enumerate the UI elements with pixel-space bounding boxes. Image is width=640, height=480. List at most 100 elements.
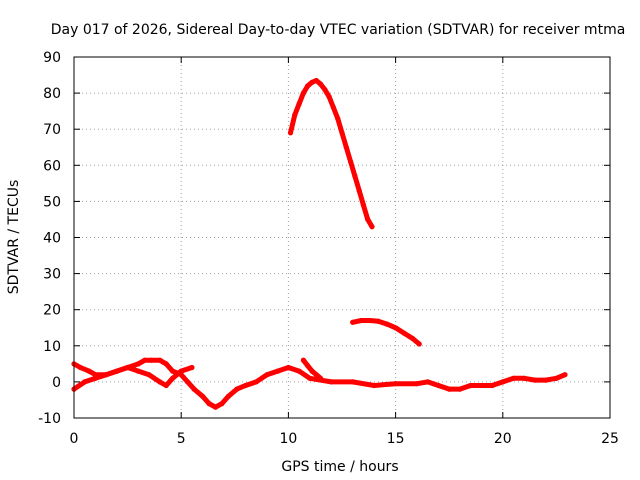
data-point (292, 112, 298, 118)
data-point (206, 401, 212, 407)
y-tick-label: 20 (43, 303, 61, 319)
data-point (543, 377, 549, 383)
data-point (489, 382, 495, 389)
y-tick-label: 50 (43, 194, 61, 210)
x-axis-label: GPS time / hours (281, 459, 398, 475)
data-point (553, 375, 560, 381)
data-point (446, 386, 452, 392)
data-point (375, 318, 381, 324)
data-point (330, 104, 336, 111)
data-point (414, 381, 420, 387)
data-point (77, 364, 83, 371)
data-point (163, 361, 169, 367)
data-point (170, 375, 176, 381)
data-point (478, 382, 484, 389)
data-point (352, 173, 358, 179)
data-point (318, 375, 324, 381)
data-point (365, 216, 371, 222)
data-point (157, 357, 163, 363)
y-tick-label: 90 (43, 50, 61, 66)
data-point (264, 372, 270, 378)
data-point (350, 319, 356, 325)
data-point (125, 364, 131, 371)
data-point (369, 224, 375, 230)
y-axis-label: SDTVAR / TECUs (6, 180, 22, 295)
data-point (348, 159, 354, 165)
data-point (200, 393, 206, 399)
data-point (135, 368, 141, 374)
grid-layer (74, 57, 610, 418)
data-point (285, 364, 291, 371)
data-point (343, 144, 349, 150)
data-point (307, 375, 313, 381)
y-tick-label: 80 (43, 86, 61, 102)
data-point (371, 382, 377, 389)
data-point (82, 379, 88, 385)
y-tick-label: 40 (43, 231, 61, 247)
chart-title: Day 017 of 2026, Sidereal Day-to-day VTE… (51, 22, 626, 38)
data-point (328, 379, 334, 385)
data-point (170, 368, 176, 374)
data-point (384, 321, 390, 327)
data-point (191, 386, 197, 392)
y-tick-label: 0 (52, 375, 61, 391)
data-point (416, 341, 422, 347)
data-point (135, 361, 141, 367)
data-point (401, 330, 407, 336)
data-point (393, 381, 399, 387)
data-point (219, 401, 225, 407)
data-point (367, 317, 373, 324)
y-tick-label: 30 (43, 267, 61, 283)
data-point (163, 382, 169, 389)
data-point (393, 325, 399, 331)
data-point (410, 336, 416, 342)
x-tick-label: 10 (279, 431, 297, 447)
data-point (253, 379, 259, 385)
data-point (356, 188, 362, 194)
data-point (300, 90, 306, 96)
data-point (185, 379, 191, 385)
data-point (305, 83, 311, 89)
data-point (305, 363, 311, 369)
data-point (178, 368, 184, 374)
data-point (360, 202, 366, 208)
data-point (322, 86, 328, 93)
data-point (225, 393, 231, 399)
data-point (142, 357, 148, 363)
data-point (358, 317, 364, 324)
x-tick-label: 20 (494, 431, 512, 447)
data-point (562, 372, 568, 378)
data-point (313, 372, 319, 378)
x-tick-label: 25 (601, 431, 619, 447)
data-point (275, 368, 281, 374)
data-layer (71, 77, 568, 410)
data-point (425, 379, 431, 385)
data-point (212, 404, 219, 410)
data-point (86, 368, 92, 374)
y-tick-label: 10 (43, 339, 61, 355)
data-point (234, 386, 240, 392)
data-point (435, 382, 442, 389)
data-point (468, 382, 474, 389)
x-tick-label: 0 (70, 431, 79, 447)
data-point (287, 130, 294, 136)
data-point (318, 81, 324, 87)
data-point (532, 377, 538, 383)
data-point (339, 130, 345, 136)
data-point (500, 379, 506, 385)
data-point (309, 79, 315, 85)
data-point (146, 372, 152, 378)
data-point (296, 101, 302, 107)
x-tick-label: 5 (177, 431, 186, 447)
y-tick-label: 70 (43, 122, 61, 138)
data-point (300, 357, 306, 363)
data-point (92, 375, 98, 381)
series-line-high-arc (288, 78, 375, 230)
data-point (521, 375, 527, 381)
data-point (510, 375, 517, 381)
data-point (309, 368, 315, 374)
data-point (313, 77, 319, 84)
data-point (326, 94, 332, 100)
data-point (457, 386, 463, 392)
